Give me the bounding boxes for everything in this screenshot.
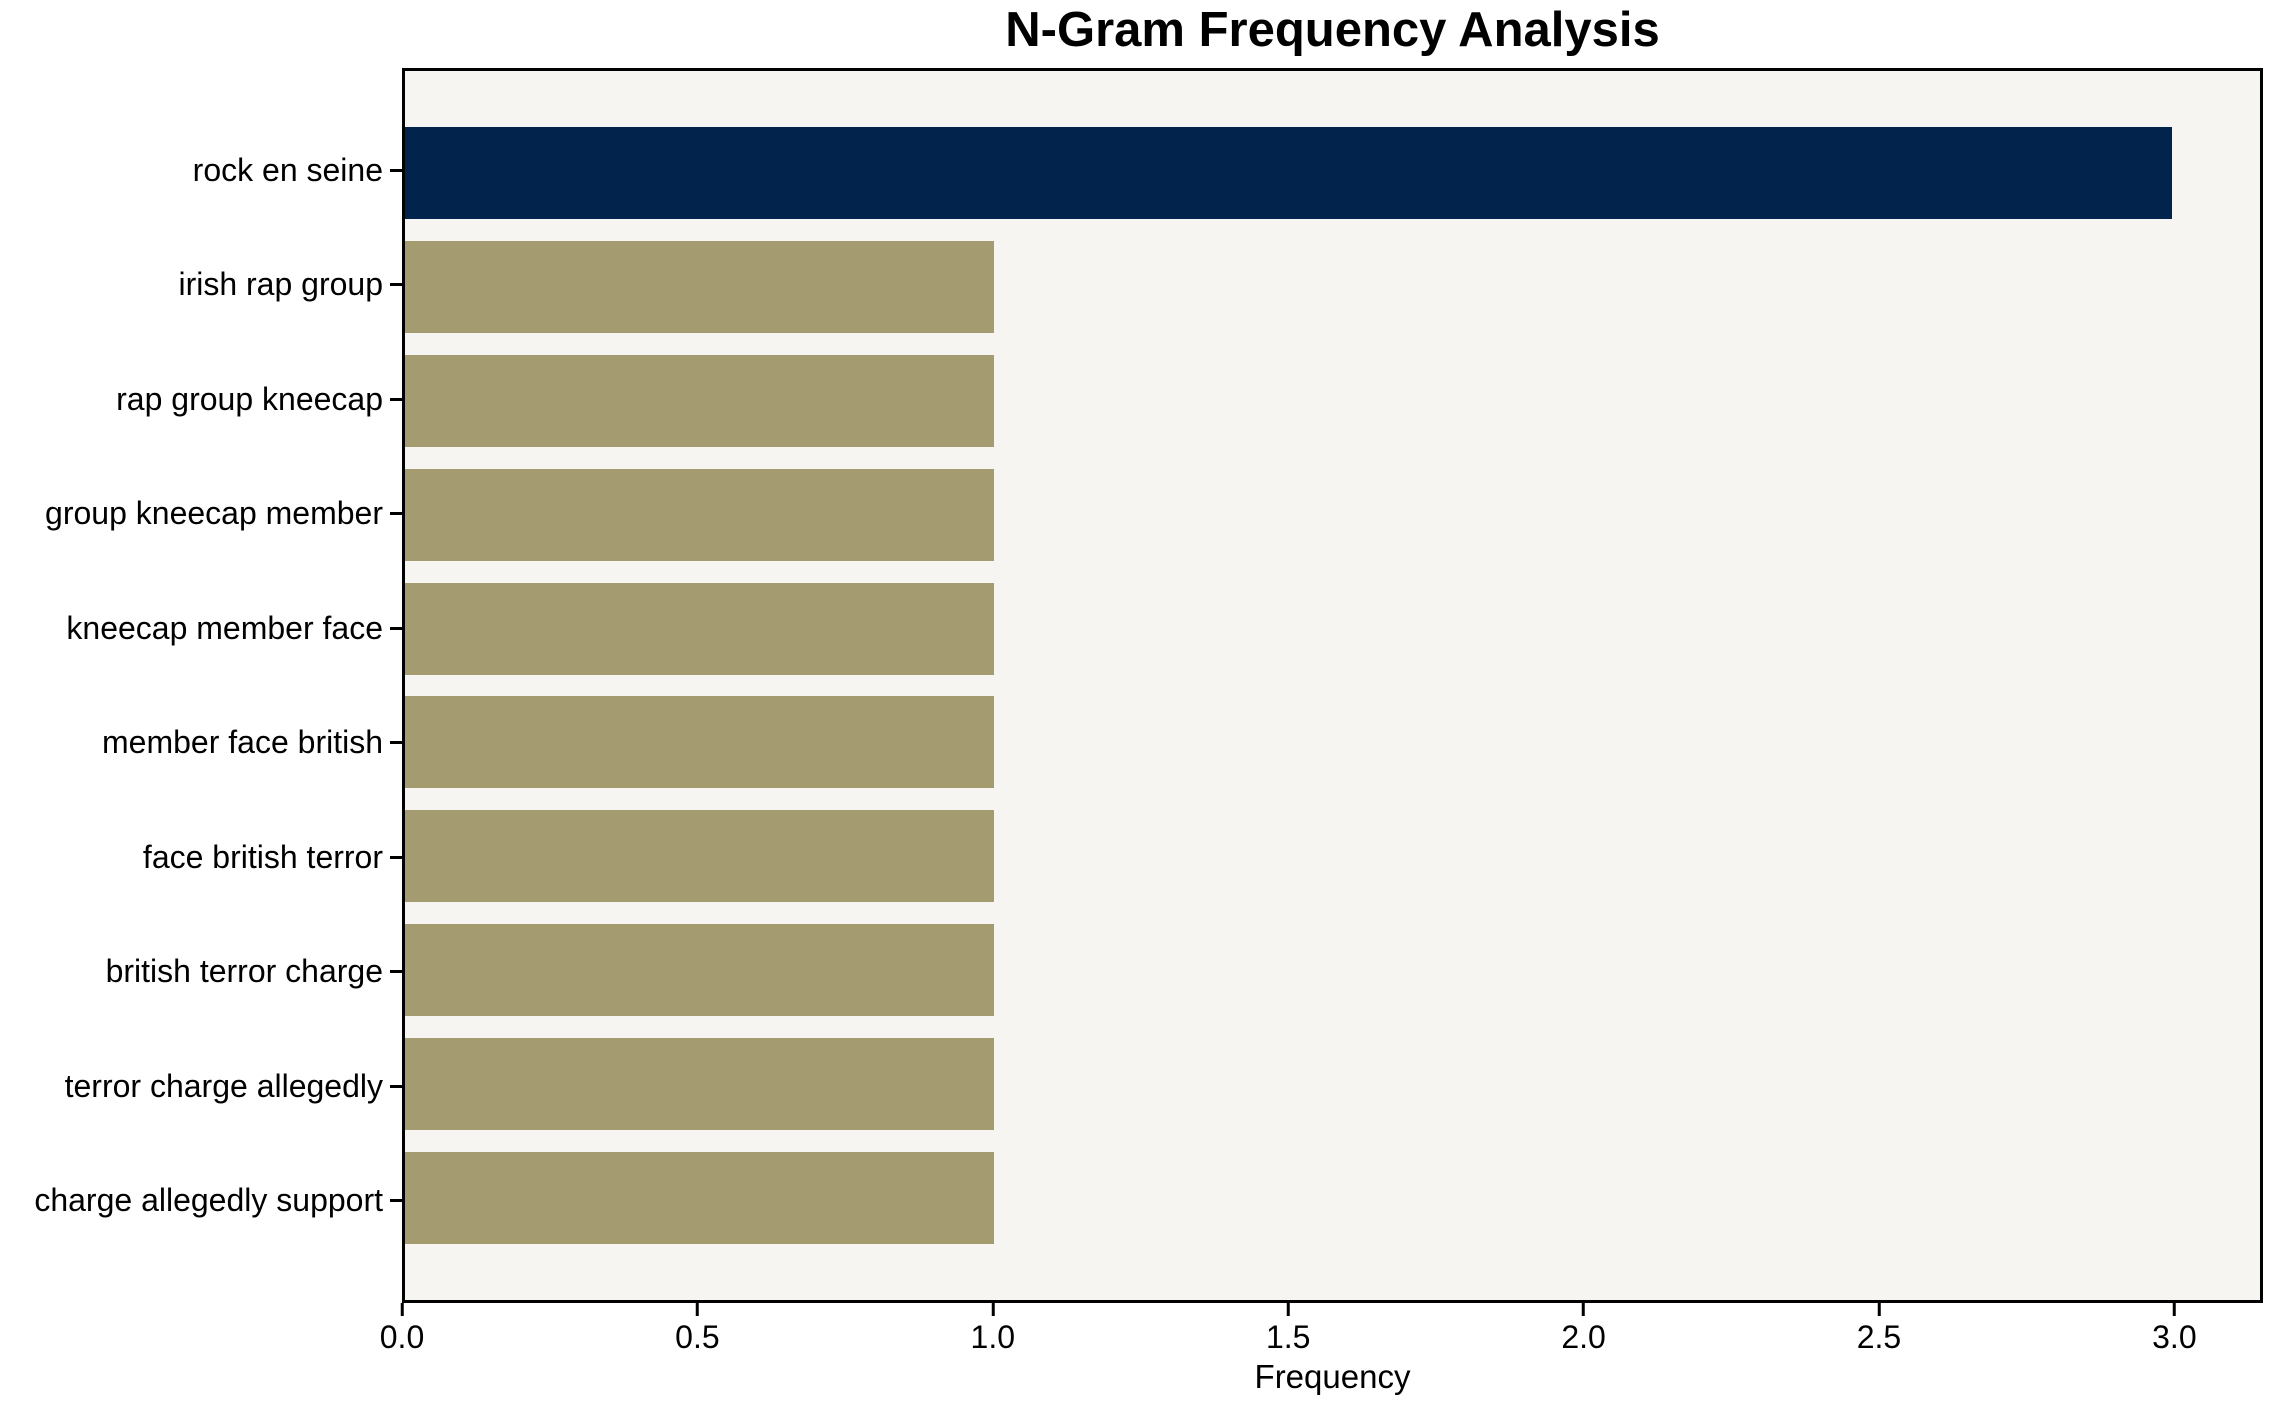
y-tick-row: member face british [0, 686, 402, 801]
bar [405, 582, 994, 675]
y-tick-label: member face british [102, 724, 383, 761]
y-tick-label: group kneecap member [45, 495, 383, 532]
x-tick-label: 0.0 [379, 1319, 425, 1355]
bar [405, 810, 994, 903]
x-tick: 0.5 [675, 1303, 720, 1356]
x-tick: 0.0 [380, 1303, 424, 1356]
y-tick-mark [390, 1084, 402, 1088]
y-tick-mark [390, 1199, 402, 1203]
y-tick-label: rap group kneecap [116, 380, 383, 417]
y-tick-mark [390, 741, 402, 745]
x-tick-label: 2.0 [1561, 1319, 1606, 1355]
x-tick: 1.5 [1266, 1303, 1310, 1356]
y-tick-mark [390, 512, 402, 516]
x-tick-mark [695, 1303, 699, 1316]
x-tick-label: 3.0 [2152, 1319, 2197, 1355]
bar-row [405, 913, 2260, 1027]
y-tick-row: british terror charge [0, 915, 402, 1030]
x-axis-label: Frequency [1254, 1358, 1411, 1395]
bar-row [405, 1141, 2260, 1255]
y-tick-label: face british terror [142, 838, 383, 875]
bar-row [405, 572, 2260, 686]
bar [405, 354, 994, 447]
bar [405, 1152, 994, 1245]
y-tick-row: face british terror [0, 800, 402, 915]
plot-area [402, 68, 2263, 1303]
y-tick-row: group kneecap member [0, 457, 402, 572]
y-tick-row: irish rap group [0, 228, 402, 343]
bar [405, 924, 994, 1017]
bar-row [405, 116, 2260, 230]
x-tick-label: 0.5 [675, 1319, 720, 1355]
x-tick: 2.0 [1561, 1303, 1606, 1356]
chart-title: N-Gram Frequency Analysis [1005, 3, 1660, 57]
y-tick-row: kneecap member face [0, 571, 402, 686]
y-tick-label: irish rap group [178, 266, 383, 303]
y-tick-mark [390, 626, 402, 630]
x-tick-mark [991, 1303, 995, 1316]
x-tick: 1.0 [971, 1303, 1015, 1356]
y-tick-label: rock en seine [192, 151, 383, 188]
x-tick: 2.5 [1857, 1303, 1901, 1356]
bar-row [405, 799, 2260, 913]
y-tick-mark [390, 397, 402, 401]
y-tick-label: kneecap member face [66, 609, 383, 646]
bar-row [405, 458, 2260, 572]
y-tick-label: terror charge allegedly [64, 1067, 383, 1104]
bar [405, 1038, 994, 1131]
x-tick-mark [400, 1303, 404, 1316]
x-tick-label: 1.0 [970, 1319, 1016, 1355]
y-tick-mark [390, 855, 402, 859]
bar-series [405, 71, 2260, 1300]
x-tick-mark [2172, 1303, 2176, 1316]
x-tick: 3.0 [2152, 1303, 2197, 1356]
y-tick-mark [390, 168, 402, 172]
y-axis-labels: rock en seine irish rap group rap group kn… [0, 68, 402, 1303]
bar [405, 468, 994, 561]
x-tick-mark [1286, 1303, 1290, 1316]
bar-row [405, 686, 2260, 800]
y-tick-row: rap group kneecap [0, 342, 402, 457]
y-tick-label: charge allegedly support [34, 1182, 383, 1219]
x-tick-label: 1.5 [1265, 1319, 1311, 1355]
bar [405, 696, 994, 789]
y-tick-mark [390, 283, 402, 287]
bar [405, 126, 2172, 219]
y-tick-row: charge allegedly support [0, 1144, 402, 1259]
x-tick-label: 2.5 [1856, 1319, 1902, 1355]
y-tick-row: rock en seine [0, 113, 402, 228]
x-axis-ticks: 0.0 0.5 1.0 1.5 2.0 2.5 3.0 [380, 1303, 2263, 1363]
bar-row [405, 230, 2260, 344]
x-tick-mark [1582, 1303, 1586, 1316]
x-tick-mark [1877, 1303, 1881, 1316]
y-tick-label: british terror charge [105, 953, 383, 990]
y-tick-mark [390, 970, 402, 974]
y-tick-row: terror charge allegedly [0, 1029, 402, 1144]
bar-row [405, 1027, 2260, 1141]
bar [405, 240, 994, 333]
bar-row [405, 344, 2260, 458]
